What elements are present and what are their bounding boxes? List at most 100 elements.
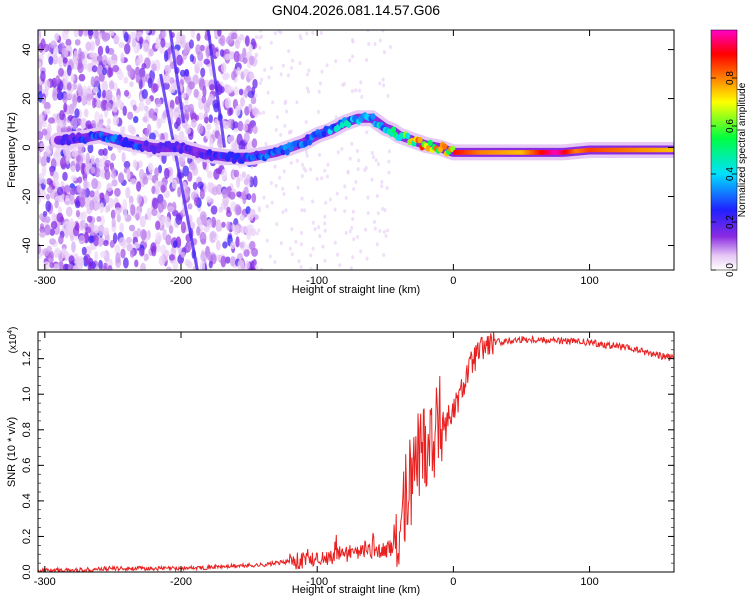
colorbar-gradient [711, 30, 737, 270]
noise-speck [161, 215, 168, 224]
noise-speck [230, 32, 238, 40]
noise-speck [228, 191, 236, 200]
noise-speck [117, 70, 124, 81]
noise-speck [112, 115, 119, 126]
noise-speck [38, 243, 41, 255]
x-tick-label: 0 [450, 576, 456, 588]
noise-speck [174, 95, 180, 105]
noise-speck [96, 64, 103, 76]
noise-speck [336, 252, 340, 257]
noise-speck [70, 117, 78, 130]
noise-speck [169, 107, 174, 120]
x-tick-label: -100 [306, 576, 328, 588]
noise-speck [350, 89, 354, 94]
noise-speck [273, 31, 277, 36]
noise-speck [211, 186, 219, 196]
noise-speck [304, 119, 308, 124]
colorbar-tick-label: 0.4 [725, 167, 736, 181]
noise-speck [340, 146, 344, 151]
noise-speck [221, 221, 226, 228]
noise-speck [217, 30, 222, 37]
snr-ylabel: SNR (10 * v/v) [6, 417, 18, 487]
noise-speck [323, 214, 327, 219]
noise-speck [77, 62, 84, 74]
noise-speck [377, 162, 381, 167]
noise-speck [317, 225, 321, 230]
noise-speck [127, 111, 134, 120]
noise-speck [201, 95, 207, 104]
noise-speck [45, 193, 51, 201]
snr-panel: -300 -200 -100 0 100 0.0 0.2 0.4 0.6 0.8 1.0 1.2 He… [6, 327, 675, 596]
noise-speck [269, 66, 273, 71]
noise-speck [300, 208, 304, 213]
noise-speck [89, 51, 94, 58]
noise-speck [104, 159, 111, 168]
noise-speck [357, 158, 361, 163]
x-tick-label: 100 [580, 576, 598, 588]
noise-speck [106, 182, 113, 192]
noise-speck [373, 41, 377, 46]
noise-speck [118, 237, 126, 247]
noise-speck [232, 142, 239, 151]
noise-speck [106, 118, 112, 125]
noise-speck [268, 254, 272, 259]
y-tick-label: 0.2 [21, 529, 33, 544]
noise-speck [251, 138, 258, 149]
noise-speck [257, 228, 261, 233]
noise-speck [258, 81, 262, 86]
noise-speck [151, 208, 158, 217]
noise-speck [279, 30, 283, 35]
noise-speck [248, 73, 255, 80]
noise-speck [203, 102, 211, 114]
colorbar-tick-label: 0.8 [725, 71, 736, 85]
noise-speck [126, 236, 132, 244]
y-tick-label: 1.0 [21, 387, 33, 402]
noise-speck [209, 137, 214, 150]
noise-speck [76, 184, 82, 194]
noise-speck [188, 103, 194, 113]
noise-speck [188, 161, 196, 171]
noise-speck [101, 54, 108, 66]
noise-speck [386, 228, 390, 233]
colorbar-tick-label: 0.0 [725, 263, 736, 277]
noise-speck [80, 162, 85, 175]
noise-speck [343, 184, 347, 189]
noise-speck [84, 231, 89, 244]
noise-speck [123, 31, 129, 42]
noise-speck [303, 208, 307, 213]
noise-speck [76, 155, 82, 163]
noise-speck [252, 125, 258, 135]
noise-speck [77, 84, 83, 97]
noise-speck [288, 130, 292, 135]
noise-speck [47, 186, 53, 194]
noise-speck [238, 88, 244, 96]
noise-speck [142, 116, 148, 123]
noise-speck [176, 54, 183, 66]
noise-speck [98, 32, 103, 40]
noise-speck [351, 54, 355, 59]
noise-speck [233, 169, 240, 178]
noise-speck [39, 142, 45, 152]
noise-speck [192, 74, 199, 85]
noise-speck [333, 240, 337, 245]
noise-speck [48, 55, 54, 65]
noise-speck [169, 99, 175, 111]
noise-speck [247, 122, 253, 135]
noise-speck [58, 235, 64, 245]
noise-speck [43, 178, 48, 185]
noise-speck [202, 85, 207, 98]
noise-speck [334, 59, 338, 64]
spectrogram-ylabel: Frequency (Hz) [6, 112, 18, 188]
noise-speck [38, 173, 45, 184]
y-tick-label: 0.4 [21, 493, 33, 508]
noise-speck [299, 242, 303, 247]
noise-speck [158, 255, 166, 267]
noise-speck [354, 179, 358, 184]
noise-speck [127, 124, 134, 133]
noise-speck [382, 252, 386, 257]
noise-speck [326, 162, 330, 167]
ridge-point [143, 140, 149, 147]
noise-speck [147, 77, 153, 89]
noise-speck [84, 200, 90, 208]
noise-speck [144, 253, 150, 261]
